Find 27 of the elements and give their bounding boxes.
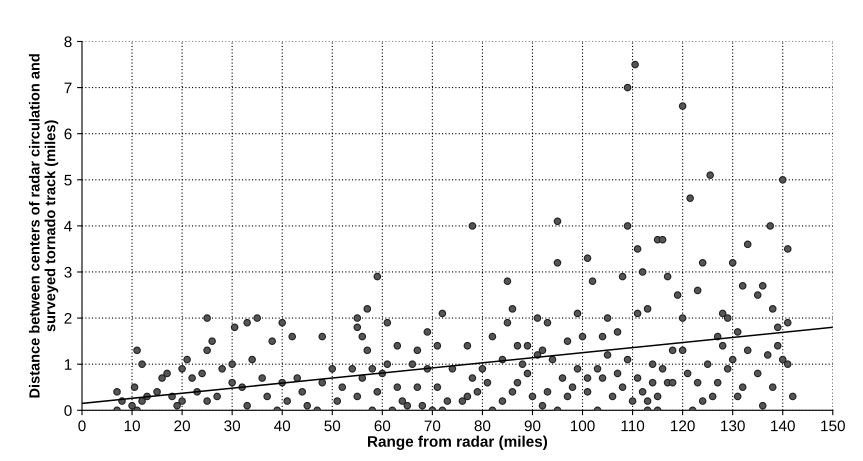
- x-tick-label: 90: [524, 420, 540, 432]
- y-axis-title: Distance between centers of radar circulation and surveyed tornado track (miles): [28, 54, 58, 398]
- y-tick-label: 5: [64, 174, 72, 186]
- x-tick-label: 130: [721, 420, 745, 432]
- x-tick-label: 20: [174, 420, 190, 432]
- x-tick-label: 140: [771, 420, 795, 432]
- y-tick-label: 1: [64, 359, 72, 370]
- y-tick-label: 6: [64, 128, 72, 140]
- x-tick-label: 150: [821, 420, 845, 432]
- x-tick-label: 30: [224, 420, 240, 432]
- x-tick-label: 40: [274, 420, 290, 432]
- y-tick-label: 7: [64, 82, 72, 94]
- x-axis-title: Range from radar (miles): [368, 436, 548, 450]
- x-tick-label: 60: [374, 420, 390, 432]
- y-tick-label: 4: [64, 220, 72, 232]
- y-tick-label: 2: [64, 312, 72, 324]
- x-tick-label: 80: [474, 420, 490, 432]
- x-tick-label: 50: [324, 420, 340, 432]
- x-tick-label: 0: [78, 420, 86, 432]
- y-tick-label: 0: [64, 405, 72, 416]
- x-tick-label: 110: [622, 420, 644, 432]
- x-tick-label: 10: [124, 420, 140, 432]
- y-tick-label: 3: [64, 266, 72, 278]
- x-tick-label: 70: [424, 420, 440, 432]
- y-tick-label: 8: [64, 36, 72, 48]
- x-tick-label: 100: [570, 420, 595, 432]
- x-tick-label: 120: [671, 420, 695, 432]
